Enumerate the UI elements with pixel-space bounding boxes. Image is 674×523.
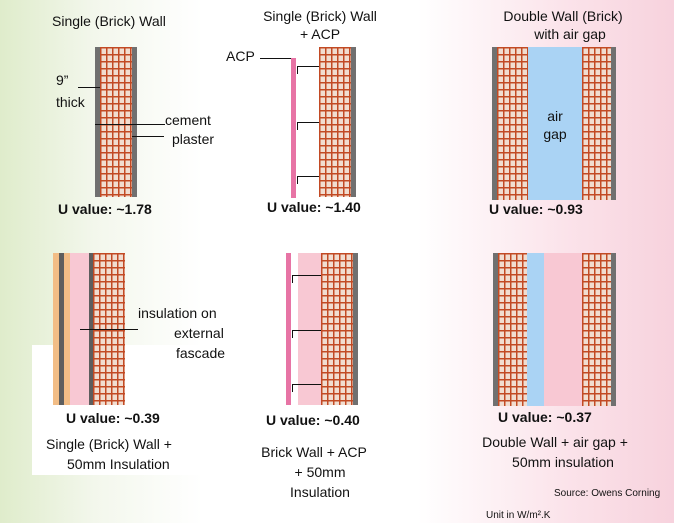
air-gap-label-air: air xyxy=(547,108,563,124)
acp-bracket xyxy=(297,66,319,67)
inner-brick-layer xyxy=(498,253,527,406)
acp-bracket xyxy=(297,122,319,123)
plaster-layer xyxy=(353,253,358,405)
air-gap-layer xyxy=(527,253,544,406)
panel-3-title-line-1: Double Wall (Brick) xyxy=(503,8,623,24)
acp-bracket xyxy=(297,176,319,177)
brick-layer xyxy=(321,253,353,405)
panel-4-caption-line-2: 50mm Insulation xyxy=(67,456,170,472)
insulation-layer xyxy=(70,253,89,405)
panel-2-u-value: U value: ~1.40 xyxy=(267,199,361,215)
plaster-label-plaster: plaster xyxy=(172,131,215,147)
acp-bracket xyxy=(297,122,298,130)
acp-bracket xyxy=(292,384,293,392)
brick-layer xyxy=(319,47,351,197)
inner-plaster-layer xyxy=(95,47,100,197)
brick-layer xyxy=(100,47,132,197)
acp-bracket xyxy=(292,275,293,283)
panel-5-caption-line-1: Brick Wall + ACP xyxy=(261,444,367,460)
acp-bracket xyxy=(292,330,293,338)
insulation-layer xyxy=(298,253,321,405)
insulation-layer xyxy=(544,253,582,406)
acp-bracket xyxy=(292,275,321,276)
acp-bracket xyxy=(297,176,298,184)
acp-leader-line xyxy=(260,58,293,59)
source-note: Source: Owens Corning xyxy=(554,488,661,499)
plaster-layer xyxy=(59,253,64,405)
panel-5-caption-line-3: Insulation xyxy=(290,484,350,500)
thickness-leader-line xyxy=(78,87,100,88)
panel-1-title: Single (Brick) Wall xyxy=(52,13,166,29)
unit-note: Unit in W/m².K xyxy=(486,510,551,521)
air-gap-label-gap: gap xyxy=(543,126,567,142)
panel-5-u-value: U value: ~0.40 xyxy=(266,412,360,428)
inner-plaster-layer xyxy=(493,253,498,406)
acp-bracket xyxy=(297,66,298,74)
acp-panel-layer xyxy=(286,253,291,405)
panel-5-caption-line-2: + 50mm xyxy=(294,464,346,480)
panel-3-title-line-2: with air gap xyxy=(534,26,606,42)
panel-6-caption-line-2: 50mm insulation xyxy=(512,454,614,470)
panel-3-u-value: U value: ~0.93 xyxy=(489,201,583,217)
thickness-label-9in: 9” xyxy=(56,72,69,88)
plaster-layer xyxy=(351,47,356,197)
panel-4-u-value: U value: ~0.39 xyxy=(66,410,160,426)
inner-brick-layer xyxy=(497,47,528,200)
panel-4-caption-line-1: Single (Brick) Wall + xyxy=(46,436,172,452)
acp-bracket xyxy=(292,384,321,385)
plaster-leader-line-2 xyxy=(132,136,164,137)
insulation-label-line-1: insulation on xyxy=(138,305,217,321)
insulation-leader-line xyxy=(80,329,138,330)
panel-1-u-value: U value: ~1.78 xyxy=(58,201,152,217)
outer-plaster-layer xyxy=(611,47,616,200)
acp-label: ACP xyxy=(226,48,255,64)
panel-2-title-line-2: + ACP xyxy=(299,26,341,42)
panel-6-caption-line-1: Double Wall + air gap + xyxy=(482,434,628,450)
outer-brick-layer xyxy=(582,253,611,406)
insulation-label-line-2: external xyxy=(174,325,224,341)
plaster-leader-line-1 xyxy=(95,124,165,125)
panel-2-title-line-1: Single (Brick) Wall xyxy=(263,8,377,24)
thickness-label-thick: thick xyxy=(56,94,85,110)
plaster-label-cement: cement xyxy=(165,112,211,128)
acp-bracket xyxy=(292,330,321,331)
outer-plaster-layer xyxy=(132,47,137,197)
air-gap-layer xyxy=(528,47,582,200)
outer-plaster-layer xyxy=(611,253,616,406)
acp-panel-layer xyxy=(291,58,296,198)
inner-plaster-layer xyxy=(492,47,497,200)
outer-finish-layer xyxy=(53,253,59,405)
insulation-label-line-3: fascade xyxy=(176,345,226,361)
panel-6-u-value: U value: ~0.37 xyxy=(498,409,592,425)
finish-layer xyxy=(64,253,70,405)
outer-brick-layer xyxy=(582,47,611,200)
